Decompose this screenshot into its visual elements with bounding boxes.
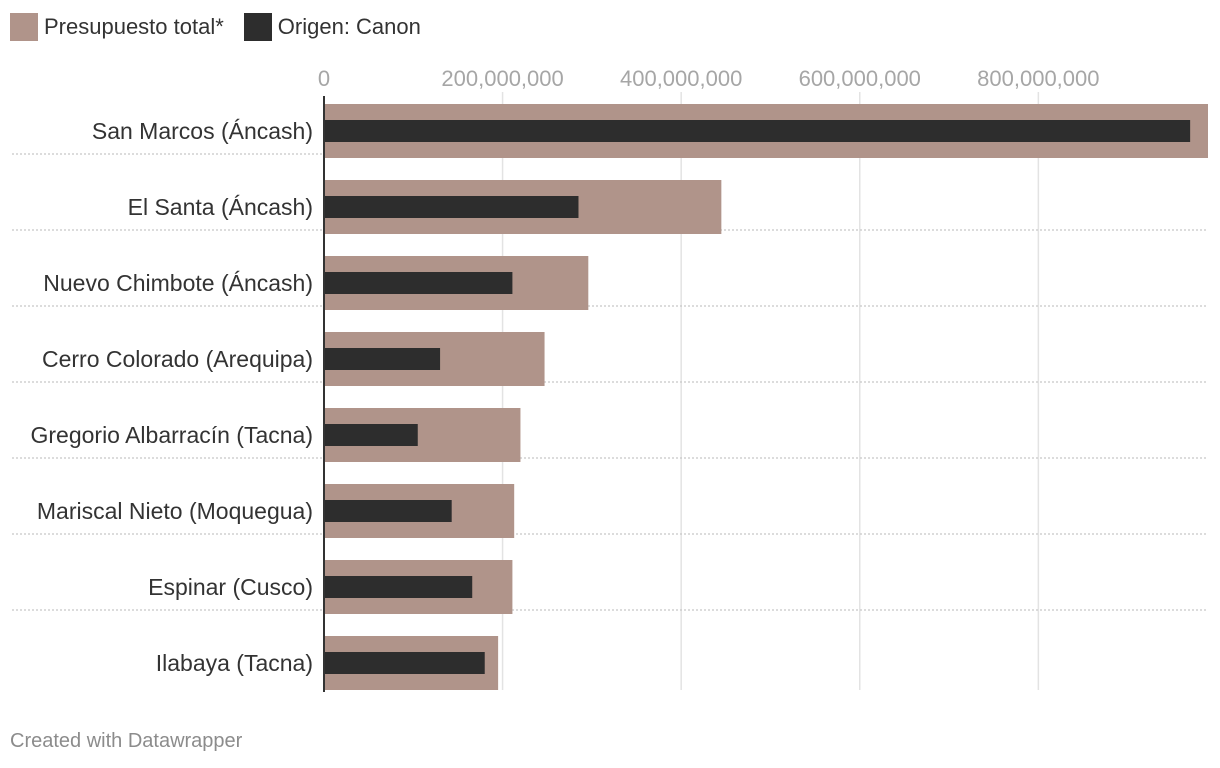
category-label-espinar-cusco: Espinar (Cusco)	[148, 574, 313, 600]
bar-origen-canon-mariscal-nieto-moquegua	[324, 500, 452, 522]
x-tick-label: 800,000,000	[977, 66, 1099, 91]
bar-origen-canon-ilabaya-tacna	[324, 652, 485, 674]
chart-legend: Presupuesto total* Origen: Canon	[10, 12, 441, 42]
x-tick-label: 0	[318, 66, 330, 91]
category-label-san-marcos-ancash: San Marcos (Áncash)	[92, 118, 313, 144]
category-label-mariscal-nieto-moquegua: Mariscal Nieto (Moquegua)	[37, 498, 313, 524]
category-labels: San Marcos (Áncash) El Santa (Áncash) Nuev…	[30, 118, 313, 676]
category-label-ilabaya-tacna: Ilabaya (Tacna)	[156, 650, 313, 676]
bar-origen-canon-el-santa-ancash	[324, 196, 579, 218]
bar-origen-canon-gregorio-albarracin-tacna	[324, 424, 418, 446]
legend-swatch-origen-canon	[243, 13, 272, 41]
bar-chart: 0 200,000,000 400,000,000 600,000,000 800,00…	[12, 66, 1208, 692]
category-label-cerro-colorado-arequipa: Cerro Colorado (Arequipa)	[42, 346, 313, 372]
bar-origen-canon-espinar-cusco	[324, 576, 473, 598]
category-label-el-santa-ancash: El Santa (Áncash)	[128, 194, 313, 220]
category-label-nuevo-chimbote-ancash: Nuevo Chimbote (Áncash)	[43, 270, 313, 296]
x-tick-label: 200,000,000	[441, 66, 563, 91]
bar-origen-canon-cerro-colorado-arequipa	[324, 348, 441, 370]
bar-origen-canon-nuevo-chimbote-ancash	[324, 272, 513, 294]
legend-item-presupuesto-total: Presupuesto total*	[10, 13, 224, 41]
legend-item-origen-canon: Origen: Canon	[243, 13, 421, 41]
x-tick-label: 400,000,000	[620, 66, 742, 91]
x-tick-label: 600,000,000	[799, 66, 921, 91]
legend-label-origen-canon: Origen: Canon	[277, 14, 421, 39]
bar-origen-canon-san-marcos-ancash	[324, 120, 1191, 142]
legend-swatch-presupuesto-total	[10, 13, 38, 41]
legend-label-presupuesto-total: Presupuesto total*	[44, 14, 224, 39]
footer-credit: Created with Datawrapper	[10, 730, 243, 752]
bars	[324, 104, 1208, 690]
category-label-gregorio-albarracin-tacna: Gregorio Albarracín (Tacna)	[30, 422, 313, 448]
x-axis-ticks: 0 200,000,000 400,000,000 600,000,000 800,00…	[318, 66, 1100, 91]
